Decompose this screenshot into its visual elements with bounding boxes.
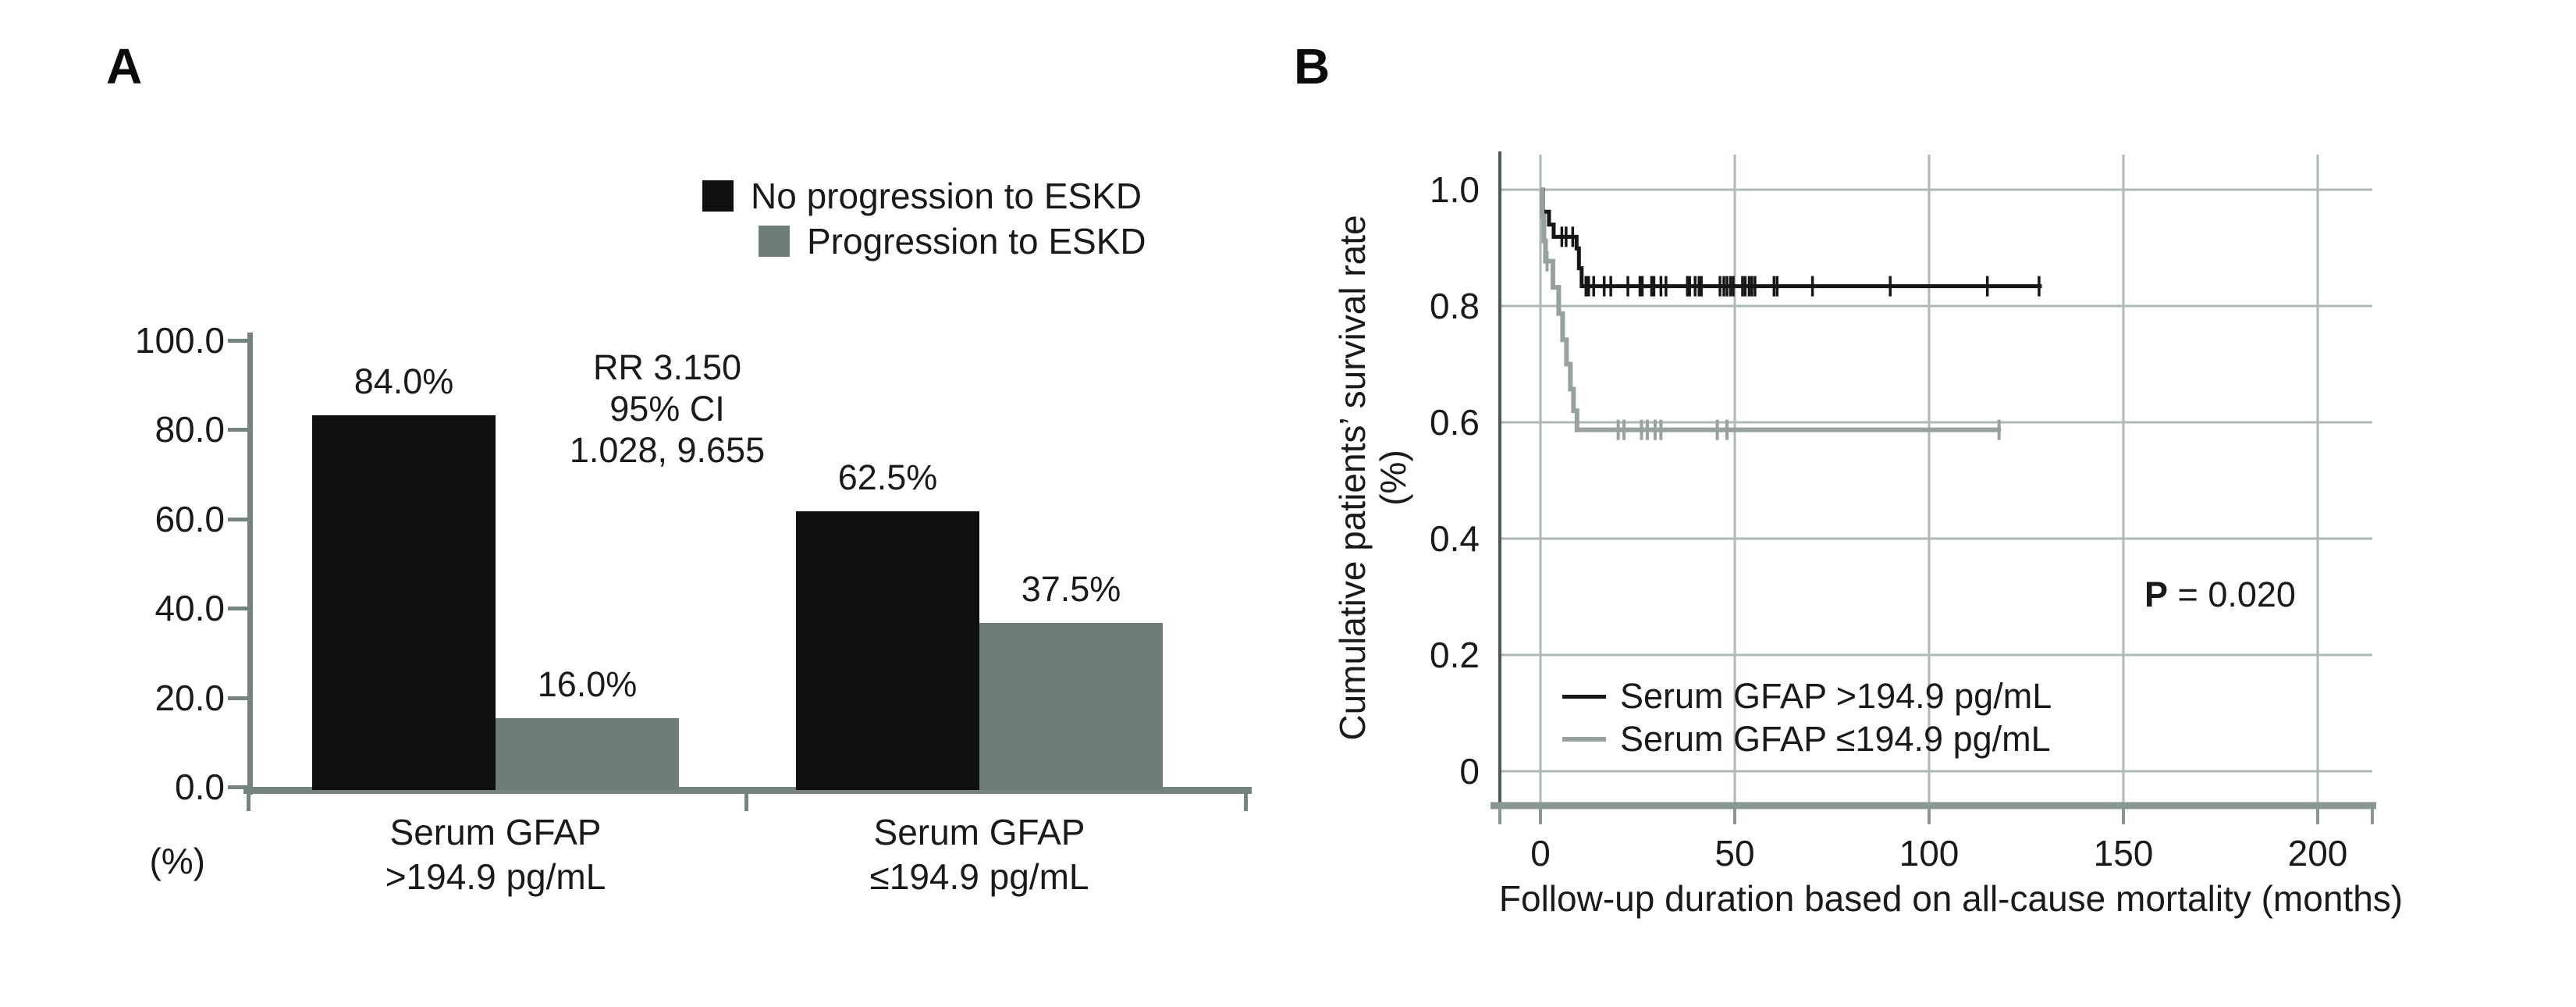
legend-swatch-no-progression [702,180,734,212]
x-group-tick [1244,790,1248,811]
km-x-tick-label: 150 [2093,833,2154,874]
p-value-prefix: P [2144,575,2169,614]
y-tick-label: 0.0 [175,767,225,807]
panel-a-label: A [106,38,143,94]
y-axis-title-line2: (%) [1373,450,1413,506]
km-curve [1540,187,2042,289]
km-y-tick-label: 0.2 [1430,635,1480,675]
legend-label-no-progression: No progression to ESKD [751,176,1142,216]
x-group-tick [247,790,250,811]
p-value-label: P = 0.020 [2103,575,2337,615]
km-y-tick-label: 1.0 [1430,169,1480,210]
y-axis-title-line1: Cumulative patients’ survival rate [1332,215,1373,741]
y-axis-unit-label: (%) [149,841,205,881]
bar-value-label: 62.5% [837,457,938,497]
km-curve [1539,187,2002,432]
km-y-tick-label: 0 [1459,751,1480,792]
legend-label-low-gfap: Serum GFAP ≤194.9 pg/mL [1620,719,2051,759]
x-group-tick [744,790,748,811]
bar-legend-row-progression: Progression to ESKD [759,220,1146,262]
panel-b-label: B [1294,38,1331,94]
bar [496,718,679,790]
y-axis-title: Cumulative patients’ survival rate (%) [1332,142,1413,813]
rr-annotation: RR 3.150 95% CI 1.028, 9.655 [569,347,766,470]
legend-label-high-gfap: Serum GFAP >194.9 pg/mL [1620,676,2052,716]
bar-y-axis-line [247,333,253,795]
y-tick [228,428,247,432]
x-axis-title: Follow-up duration based on all-cause mo… [1498,878,2404,919]
legend-label-progression: Progression to ESKD [807,221,1146,262]
km-x-tick-label: 50 [1714,833,1755,874]
bar [796,511,979,790]
bar [979,622,1163,790]
km-y-tick-label: 0.4 [1430,518,1480,559]
y-tick-label: 80.0 [155,409,225,450]
km-legend-row-low-gfap: Serum GFAP ≤194.9 pg/mL [1562,719,2051,760]
y-tick-label: 20.0 [155,677,225,718]
y-tick [228,517,247,521]
y-tick [228,607,247,611]
legend-line-high-gfap [1562,694,1606,699]
bar-value-label: 84.0% [354,361,454,401]
bar-group-label: Serum GFAP ≤194.9 pg/mL [869,812,1089,897]
y-tick-label: 40.0 [155,588,225,629]
legend-swatch-progression [759,226,790,257]
km-y-tick-label: 0.6 [1430,402,1480,443]
km-y-tick-label: 0.8 [1430,286,1480,326]
y-tick-label: 100.0 [134,320,225,361]
km-x-tick-label: 200 [2287,833,2348,874]
bar-group-label: Serum GFAP >194.9 pg/mL [385,812,606,897]
km-legend-row-high-gfap: Serum GFAP >194.9 pg/mL [1562,676,2052,717]
y-tick [228,785,247,789]
km-x-tick-label: 0 [1530,833,1551,874]
km-x-tick-label: 100 [1899,833,1960,874]
bar-legend-row-no-progression: No progression to ESKD [702,175,1142,217]
bar-value-label: 37.5% [1021,568,1121,609]
y-tick [228,696,247,700]
p-value-rest: = 0.020 [2168,575,2296,614]
bar [312,415,496,790]
legend-line-low-gfap [1562,737,1606,742]
km-plot-svg [1491,151,2376,824]
y-tick-label: 60.0 [155,498,225,539]
bar-value-label: 16.0% [537,664,638,705]
y-tick [228,339,247,343]
